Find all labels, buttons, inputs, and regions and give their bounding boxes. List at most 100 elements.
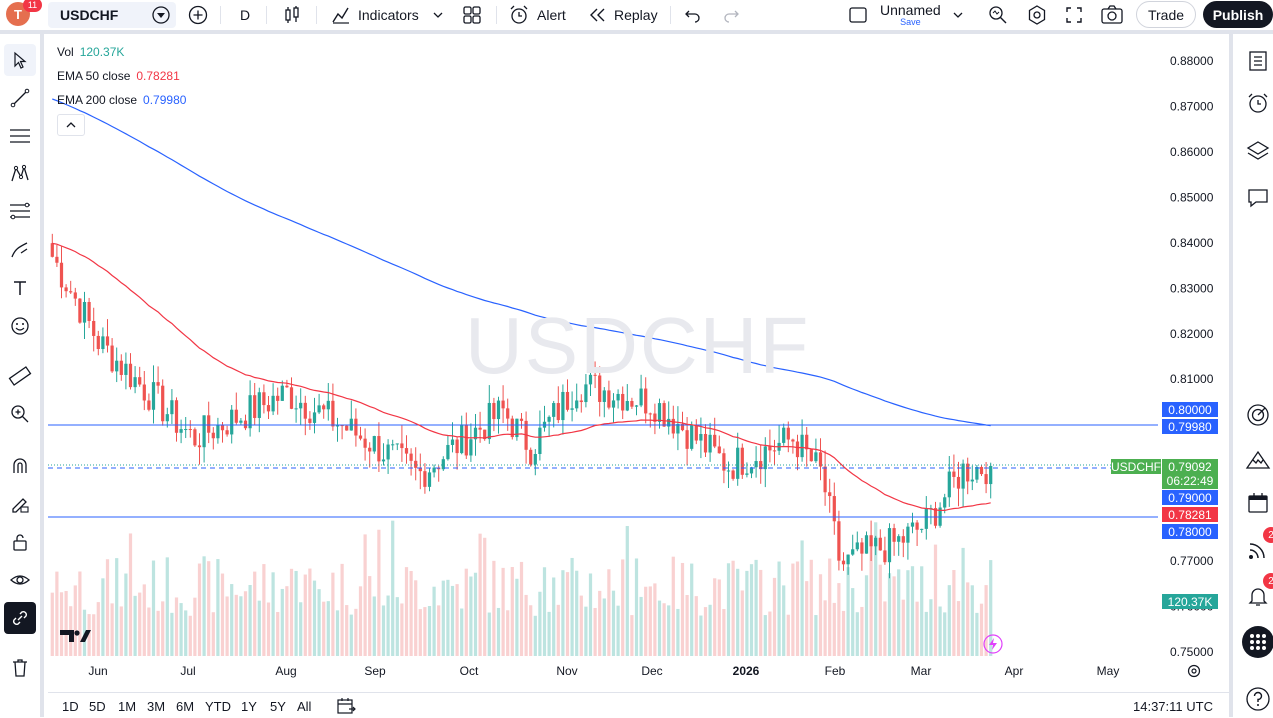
trade-button[interactable]: Trade [1136, 1, 1196, 28]
streams-icon[interactable]: 2 [1241, 527, 1273, 567]
target-icon[interactable] [1241, 398, 1273, 432]
layout-name-button[interactable]: Unnamed Save [880, 0, 941, 30]
candle-body [478, 427, 482, 430]
indicators-button[interactable]: Indicators [330, 0, 419, 30]
tradingview-logo[interactable] [60, 630, 91, 642]
ema50-line[interactable] [52, 242, 991, 511]
alert-button[interactable]: Alert [508, 0, 566, 30]
link-icon[interactable] [4, 602, 36, 634]
volume-bar [515, 578, 519, 656]
ema200-legend[interactable]: EMA 200 close 0.79980 [57, 93, 186, 107]
volume-bar [418, 609, 422, 656]
ema50-legend[interactable]: EMA 50 close 0.78281 [57, 69, 180, 83]
ideas-mountain-icon[interactable] [1241, 443, 1273, 477]
ruler-icon[interactable] [4, 360, 36, 392]
volume-bar [920, 566, 924, 656]
ema50-price-label: 0.78281 [1162, 507, 1218, 522]
candles-icon[interactable] [281, 0, 303, 30]
volume-bar [312, 580, 317, 656]
candle-body [55, 256, 59, 263]
layout-checkbox-icon[interactable] [848, 0, 868, 30]
volume-bar [216, 559, 220, 656]
time-axis[interactable]: Jun Jul Aug Sep Oct Nov Dec 2026 Feb Mar Apr May [88, 664, 1119, 678]
volume-bar [561, 570, 565, 656]
volume-bar [368, 576, 372, 656]
apps-grid-icon[interactable] [1241, 625, 1273, 659]
interval-button[interactable]: D [240, 0, 250, 30]
timezone-settings-icon[interactable] [1187, 664, 1201, 678]
help-icon[interactable] [1241, 682, 1273, 716]
volume-bar [115, 558, 119, 656]
chat-icon[interactable] [1241, 181, 1273, 215]
volume-bar [142, 584, 146, 656]
pattern-tool-icon[interactable] [4, 158, 36, 190]
range-button-ytd[interactable]: YTD [205, 698, 231, 714]
redo-icon[interactable] [721, 0, 741, 30]
volume-bar [400, 603, 404, 656]
candle-body [391, 444, 395, 446]
magnet-icon[interactable] [4, 450, 36, 482]
indicators-dropdown-icon[interactable] [432, 0, 444, 30]
fib-retracement-icon[interactable] [4, 196, 36, 228]
layout-templates-icon[interactable] [461, 0, 483, 30]
layout-dropdown-icon[interactable] [952, 0, 964, 30]
range-button-1m[interactable]: 1M [118, 698, 137, 714]
candle-body [216, 424, 220, 439]
layers-icon[interactable] [1241, 134, 1273, 168]
compare-symbol-icon[interactable] [187, 0, 209, 30]
range-button-6m[interactable]: 6M [176, 698, 195, 714]
candle-body [276, 395, 280, 401]
text-tool-icon[interactable] [4, 272, 36, 304]
price-tick-label: 0.75000 [1170, 645, 1214, 659]
volume-bar [119, 606, 123, 656]
volume-bar [565, 572, 570, 656]
trend-line-icon[interactable] [4, 82, 36, 114]
settings-gear-icon[interactable] [1026, 0, 1048, 30]
range-button-1d[interactable]: 1D [62, 698, 79, 714]
replay-button[interactable]: Replay [588, 0, 658, 30]
symbol-search-button[interactable]: USDCHF [48, 2, 176, 28]
utc-clock[interactable]: 14:37:11 UTC [1133, 698, 1213, 714]
lock-icon[interactable] [4, 526, 36, 558]
fullscreen-icon[interactable] [1064, 0, 1084, 30]
brush-icon[interactable] [4, 234, 36, 266]
publish-button[interactable]: Publish [1203, 1, 1273, 28]
price-axis[interactable]: 0.88000 0.87000 0.86000 0.85000 0.84000 0.830… [1170, 54, 1214, 659]
watchlist-icon[interactable] [1241, 44, 1273, 78]
candle-body [184, 429, 188, 431]
range-button-5y[interactable]: 5Y [270, 698, 286, 714]
symbol-options-icon[interactable] [150, 0, 172, 30]
cursor-tool-icon[interactable] [4, 44, 36, 76]
quick-search-icon[interactable] [987, 0, 1009, 30]
range-button-3m[interactable]: 3M [147, 698, 166, 714]
range-button-5d[interactable]: 5D [89, 698, 106, 714]
horizontal-lines-icon[interactable] [4, 120, 36, 152]
candle-body [915, 522, 919, 530]
ema200-line[interactable] [52, 98, 991, 427]
zoom-in-icon[interactable] [4, 398, 36, 430]
candle-body [87, 301, 91, 321]
volume-legend[interactable]: Vol 120.37K [57, 45, 124, 59]
chevron-up-icon [66, 122, 76, 128]
volume-bar [331, 572, 335, 656]
alerts-clock-icon[interactable] [1241, 86, 1273, 120]
volume-bar [621, 559, 625, 656]
emoji-icon[interactable] [4, 310, 36, 342]
lightning-icon[interactable] [983, 634, 1003, 654]
range-button-1y[interactable]: 1Y [241, 698, 257, 714]
notifications-bell-icon[interactable]: 2 [1241, 573, 1273, 613]
undo-icon[interactable] [683, 0, 703, 30]
calendar-icon[interactable] [1241, 486, 1273, 520]
collapse-legend-button[interactable] [57, 114, 85, 136]
date-range-calendar-icon[interactable] [336, 697, 356, 715]
volume-bar [326, 601, 330, 656]
trash-icon[interactable] [4, 652, 36, 684]
eye-icon[interactable] [4, 564, 36, 596]
candle-body [404, 448, 409, 454]
candle-body [395, 443, 399, 445]
volume-bar [478, 533, 482, 656]
lock-pencil-icon[interactable] [4, 488, 36, 520]
camera-icon[interactable] [1100, 0, 1124, 30]
volume-bar [441, 580, 445, 656]
range-button-all[interactable]: All [297, 698, 312, 714]
